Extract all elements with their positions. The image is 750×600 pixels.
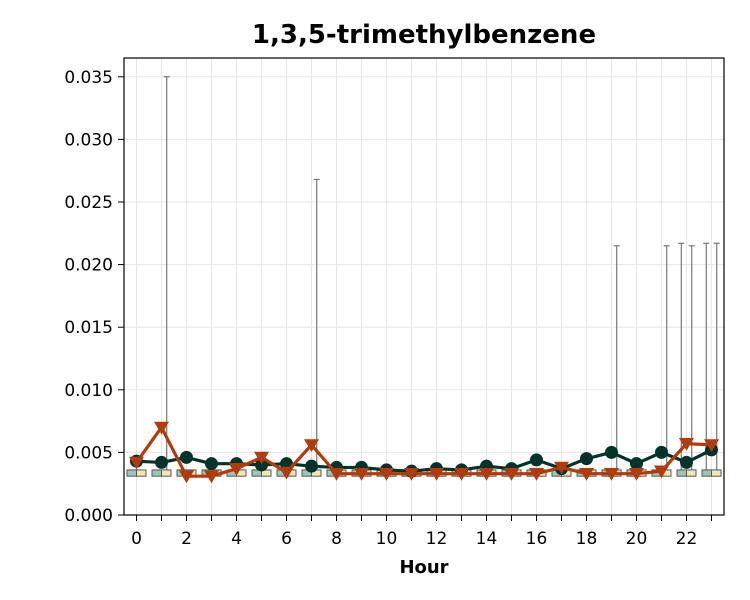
x-tick-label: 18 [576,529,598,549]
x-tick-label: 6 [281,529,292,549]
series-2-point [204,470,219,484]
y-axis: 0.000 0.005 0.010 0.015 0.020 0.025 0.030 0.035 [64,68,124,526]
y-tick-label: 0.000 [64,506,113,526]
y-tick-label: 0.020 [64,256,113,276]
series-2-point [354,468,369,481]
x-tick-label: 10 [376,529,398,549]
series-1-point [255,458,268,472]
x-tick-label: 16 [526,529,548,549]
series-2-point [479,468,494,481]
series-2-point [279,466,294,480]
x-tick-label: 4 [231,529,242,549]
series-line-1 [136,448,713,473]
x-tick-label: 22 [676,529,698,549]
x-tick-label: 8 [331,529,342,549]
series-1-point [630,457,643,471]
series-1-point [155,455,168,469]
series-2-point [329,468,344,481]
series-2-point [629,468,644,481]
x-tick-label: 12 [426,529,448,549]
series-2-point [504,468,519,481]
series-2-point [229,463,244,476]
box-primary [126,469,137,477]
chart-title: 1,3,5-trimethylbenzene [252,20,596,50]
y-tick-label: 0.025 [64,193,113,213]
series-2-point [179,470,194,484]
y-tick-label: 0.035 [64,68,113,88]
boxplots [126,76,722,477]
box-secondary [161,469,172,477]
x-tick-label: 2 [181,529,192,549]
series-1-point [680,455,693,469]
box-secondary [261,469,272,477]
y-tick-label: 0.030 [64,130,113,150]
series-1-point [530,453,543,467]
grid [124,58,724,516]
series-2-point [679,438,694,451]
box-secondary [711,469,722,477]
y-tick-label: 0.005 [64,443,113,463]
series-2-point [379,468,394,481]
x-axis: 0 2 4 6 8 10 12 14 16 18 20 22 [131,515,712,549]
series-1-point [305,459,318,473]
x-axis-label: Hour [399,557,448,578]
x-tick-label: 20 [626,529,648,549]
box-secondary [136,469,147,477]
series-2-point [154,421,169,435]
series-2-point [579,468,594,481]
y-tick-label: 0.015 [64,318,113,338]
x-tick-label: 14 [476,529,498,549]
box-secondary [686,469,697,477]
series-1-point [580,452,593,466]
series-lines [129,421,719,484]
box-primary [676,469,687,477]
box-primary [151,469,162,477]
series-1-point [205,457,218,471]
series-2-point [454,468,469,481]
series-2-point [404,468,419,481]
series-2-point [429,468,444,481]
series-2-point [554,461,569,475]
series-2-point [654,465,669,479]
plot-area-frame [123,57,725,516]
series-2-point [529,468,544,481]
series-2-point [604,468,619,481]
series-1-point [180,450,193,464]
series-2-point [254,451,269,465]
y-tick-label: 0.010 [64,381,113,401]
x-tick-label: 0 [131,529,142,549]
box-primary [701,469,712,477]
series-2-point [129,456,144,470]
series-2-point [704,439,719,453]
series-1-point [655,445,668,459]
series-2-point [304,439,319,453]
series-1-point [605,445,618,459]
